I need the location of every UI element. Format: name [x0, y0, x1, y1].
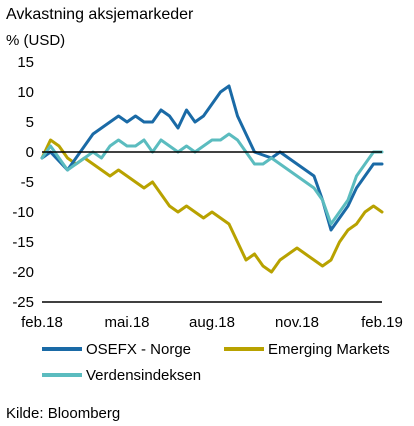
x-tick-label: aug.18 [189, 314, 235, 331]
legend-label: OSEFX - Norge [86, 341, 191, 358]
y-tick-label: -10 [12, 204, 34, 221]
source-note: Kilde: Bloomberg [6, 405, 120, 422]
x-tick-label: nov.18 [275, 314, 319, 331]
legend-label: Verdensindeksen [86, 367, 201, 384]
x-tick-label: feb.18 [21, 314, 63, 331]
y-tick-label: -25 [12, 294, 34, 311]
legend: OSEFX - Norge Emerging Markets Verdensinde… [42, 341, 390, 384]
series-line-0 [40, 84, 384, 232]
chart-title: Avkastning aksjemarkeder [6, 6, 194, 23]
y-tick-label: -15 [12, 234, 34, 251]
x-tick-label: feb.19 [361, 314, 403, 331]
x-tick-label: mai.18 [104, 314, 149, 331]
y-tick-label: 5 [26, 114, 34, 131]
x-tick-labels: feb.18 mai.18 aug.18 nov.18 feb.19 [21, 314, 403, 331]
y-tick-label: -20 [12, 264, 34, 281]
legend-label: Emerging Markets [268, 341, 390, 358]
series-lines [40, 84, 384, 274]
y-tick-label: 15 [17, 54, 34, 71]
y-tick-labels: 15 10 5 0 -5 -10 -15 -20 -25 [12, 54, 34, 311]
series-line-2 [40, 132, 384, 226]
series-line-1 [40, 138, 384, 274]
y-tick-label: 10 [17, 84, 34, 101]
y-tick-label: -5 [21, 174, 34, 191]
y-axis-label: % (USD) [6, 32, 65, 49]
y-tick-label: 0 [26, 144, 34, 161]
